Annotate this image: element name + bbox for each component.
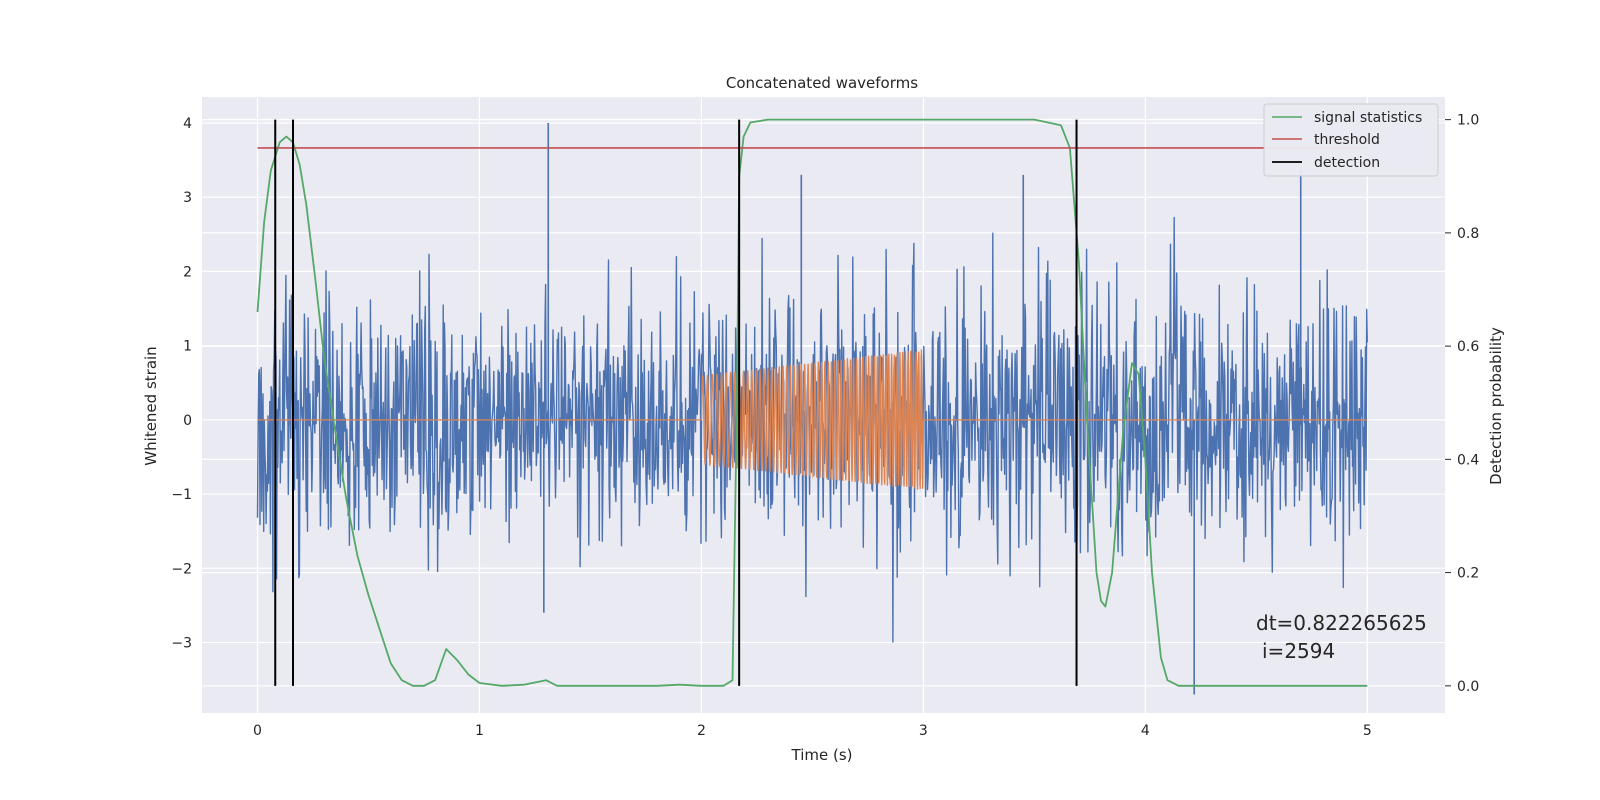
y-tick-label: 3 [183, 190, 192, 206]
y-right-tick-label: 0.0 [1457, 679, 1479, 695]
x-tick-label: 5 [1363, 723, 1372, 739]
legend-box [1263, 103, 1439, 177]
y-tick-label: 2 [183, 264, 192, 280]
legend: signal statistics threshold detection [1263, 103, 1439, 177]
signal-statistics-line [256, 118, 1368, 687]
annotation: dt=0.822265625 i=2594 [1256, 611, 1427, 663]
legend-entry-detection: detection [1314, 155, 1380, 171]
x-tick-label: 1 [475, 723, 484, 739]
y-tick-label: −1 [171, 487, 192, 503]
y-right-tick-label: 0.4 [1457, 452, 1479, 468]
y-tick-label: −3 [171, 635, 192, 651]
legend-entry-signal-statistics: signal statistics [1314, 110, 1422, 126]
y-tick-label: 4 [183, 116, 192, 132]
y-right-tick-label: 1.0 [1457, 113, 1479, 129]
y-axis-label: Whitened strain [142, 346, 160, 465]
chart-title: Concatenated waveforms [726, 74, 918, 92]
plot-background [202, 97, 1445, 713]
y-tick-label: −2 [171, 561, 192, 577]
y-tick-label: 1 [183, 339, 192, 355]
y-tick-label: 0 [183, 413, 192, 429]
detection-series [274, 119, 1078, 686]
y-right-tick-label: 0.6 [1457, 339, 1479, 355]
annotation-i: i=2594 [1262, 639, 1335, 663]
x-tick-label: 0 [253, 723, 262, 739]
legend-entry-threshold: threshold [1314, 132, 1380, 148]
x-tick-label: 4 [1141, 723, 1150, 739]
annotation-dt: dt=0.822265625 [1256, 611, 1427, 635]
y-axis-right-label: Detection probability [1487, 327, 1505, 485]
y-right-tick-label: 0.8 [1457, 226, 1479, 242]
y-right-tick-label: 0.2 [1457, 566, 1479, 582]
injection-series [257, 349, 1368, 490]
x-axis-label: Time (s) [791, 746, 853, 764]
plot-area [256, 118, 1368, 695]
signal-statistics-series [256, 118, 1368, 687]
x-tick-label: 2 [697, 723, 706, 739]
y-axis-left: −3 −2 −1 0 1 2 3 4 [171, 116, 192, 652]
x-tick-label: 3 [919, 723, 928, 739]
y-axis-right: 0.0 0.2 0.4 0.6 0.8 1.0 [1445, 113, 1479, 695]
x-axis: 0 1 2 3 4 5 [253, 723, 1372, 739]
injection-line [257, 349, 1368, 490]
